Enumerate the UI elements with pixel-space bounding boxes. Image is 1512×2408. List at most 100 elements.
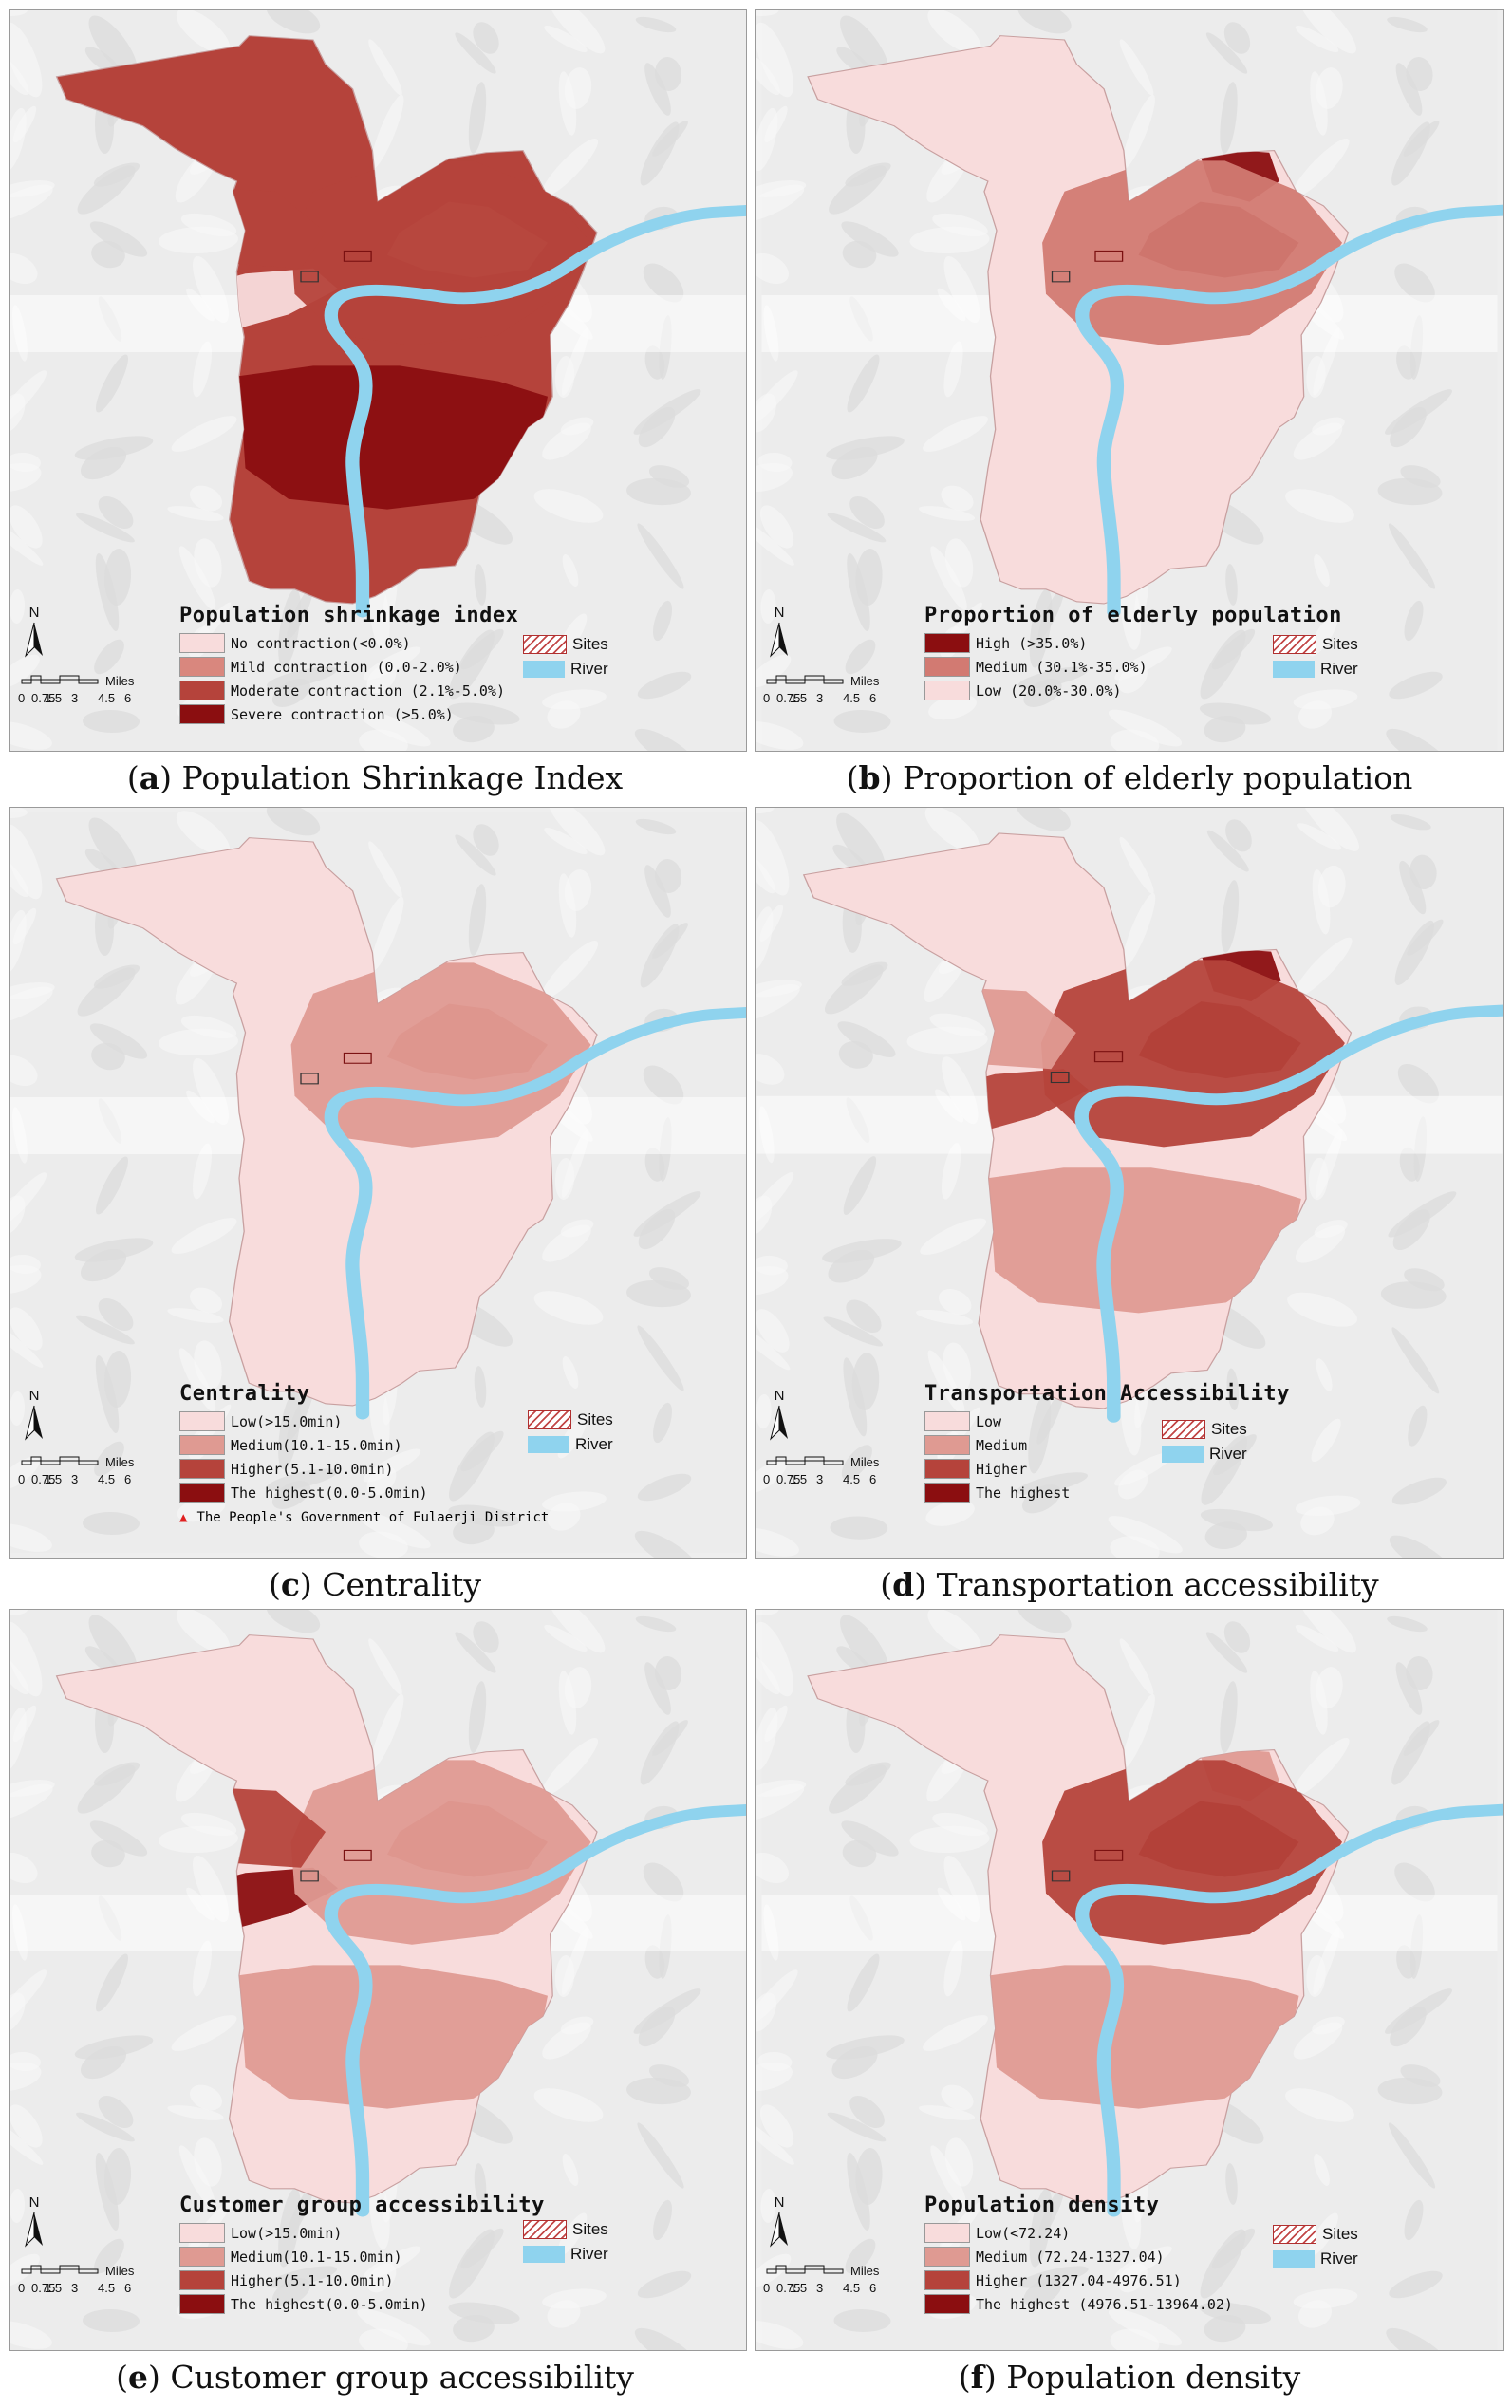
terrain-texture <box>1211 2228 1256 2269</box>
terrain-texture <box>473 1621 499 1653</box>
terrain-texture <box>633 1988 701 2034</box>
legend: Population shrinkage index No contractio… <box>179 604 518 726</box>
terrain-texture <box>10 1523 52 1552</box>
north-arrow-right <box>779 2212 788 2246</box>
zone-layer <box>1042 150 1342 345</box>
terrain-texture <box>10 2189 26 2223</box>
scale-segment <box>21 2268 32 2274</box>
terrain-texture <box>10 1254 41 1275</box>
map-panel-b: Proportion of elderly population High (>… <box>755 9 1504 752</box>
scale-unit: Miles <box>105 674 135 688</box>
terrain-texture <box>941 485 974 512</box>
terrain-texture <box>1406 1656 1433 1690</box>
terrain-texture <box>1017 1610 1072 1633</box>
terrain-texture <box>180 1812 237 1837</box>
terrain-texture <box>544 1625 588 1652</box>
terrain-texture <box>1309 2212 1338 2256</box>
terrain-texture <box>95 1953 129 2012</box>
scale-tick-label: 0 <box>763 691 771 705</box>
legend-label: Medium <box>976 1436 1028 1454</box>
terrain-texture <box>756 721 804 750</box>
scale-tick-label: 6 <box>869 2281 877 2295</box>
terrain-texture <box>1391 1477 1447 1505</box>
legend: Centrality Low(>15.0min) Medium(10.1-15.0… <box>179 1382 428 1504</box>
scale-segment <box>30 675 42 681</box>
north-arrow: N <box>20 604 48 664</box>
north-arrow: N <box>20 1387 48 1447</box>
terrain-texture <box>756 2321 804 2349</box>
legend-swatch <box>179 2270 225 2290</box>
district-layer <box>807 35 1503 618</box>
terrain-texture <box>547 1610 606 1653</box>
terrain-texture <box>760 2189 776 2223</box>
zone-layer <box>103 160 591 510</box>
terrain-texture <box>1403 121 1440 157</box>
terrain-texture <box>756 1780 807 1797</box>
terrain-texture <box>1225 2163 1238 2205</box>
terrain-texture <box>1226 1368 1240 1410</box>
terrain-texture <box>10 721 52 750</box>
terrain-texture <box>653 1402 672 1444</box>
terrain-texture <box>841 221 899 257</box>
scale-segment <box>30 2265 42 2270</box>
government-label: The People's Government of Fulaerji Dist… <box>196 1510 550 1525</box>
north-arrow: N <box>765 2193 793 2254</box>
terrain-texture <box>363 2246 421 2280</box>
scale-unit: Miles <box>850 1455 880 1469</box>
terrain-texture <box>1037 587 1065 640</box>
river-line <box>324 1006 746 1420</box>
terrain-texture <box>10 22 43 98</box>
north-arrow-left <box>770 2212 780 2248</box>
terrain-texture <box>180 1015 237 1039</box>
terrain-texture <box>473 22 499 54</box>
terrain-texture <box>76 513 135 543</box>
caption-b: (b) Proportion of elderly population <box>846 759 1413 796</box>
terrain-texture <box>1314 2153 1330 2187</box>
terrain-texture <box>652 1720 688 1756</box>
legend-item: Medium (72.24-1327.04) <box>924 2245 1233 2268</box>
scale-tick-label: 6 <box>124 1472 132 1486</box>
north-label: N <box>775 1388 785 1404</box>
district-map <box>10 10 746 751</box>
terrain-texture <box>194 2137 222 2187</box>
district-map <box>756 808 1503 1558</box>
terrain-texture <box>756 1852 790 1884</box>
terrain-texture <box>544 828 588 854</box>
terrain-texture <box>370 94 404 170</box>
terrain-texture <box>756 1460 787 1494</box>
legend-label: No contraction(<0.0%) <box>231 634 411 652</box>
legend-swatch <box>179 633 225 653</box>
north-arrow-right <box>34 1406 43 1439</box>
aux-legend: Sites River <box>1273 2222 1358 2271</box>
terrain-texture <box>635 1615 677 1633</box>
legend-item: Severe contraction (>5.0%) <box>179 702 518 726</box>
river-swatch <box>1273 2250 1315 2268</box>
legend-label: The highest(0.0-5.0min) <box>231 2295 428 2313</box>
terrain-texture <box>266 1468 338 1491</box>
scale-segment <box>823 1460 844 1465</box>
scale-segment <box>78 1460 99 1465</box>
terrain-texture <box>12 1705 37 1743</box>
terrain-texture <box>266 666 338 689</box>
river-label: River <box>1209 1445 1247 1463</box>
scale-segment <box>40 2268 61 2274</box>
terrain-texture <box>460 1430 504 1472</box>
scale-segment <box>766 1460 777 1465</box>
terrain-texture <box>756 1054 785 1085</box>
scale-segment <box>785 679 806 684</box>
terrain-texture <box>849 2095 885 2129</box>
terrain-texture <box>1406 57 1433 91</box>
terrain-texture <box>10 2051 41 2072</box>
zone-polygon <box>290 962 591 1148</box>
terrain-texture <box>845 2238 876 2274</box>
terrain-texture <box>1316 1358 1333 1391</box>
terrain-texture <box>10 1610 28 1615</box>
terrain-texture <box>1404 2199 1424 2241</box>
site-polygon <box>343 250 372 262</box>
terrain-texture <box>756 10 779 16</box>
legend-label: Medium (30.1%-35.0%) <box>976 658 1148 676</box>
terrain-texture <box>827 513 887 543</box>
terrain-texture <box>1312 417 1345 436</box>
sites-swatch <box>1273 2225 1316 2244</box>
caption-text: Population Shrinkage Index <box>181 759 624 796</box>
